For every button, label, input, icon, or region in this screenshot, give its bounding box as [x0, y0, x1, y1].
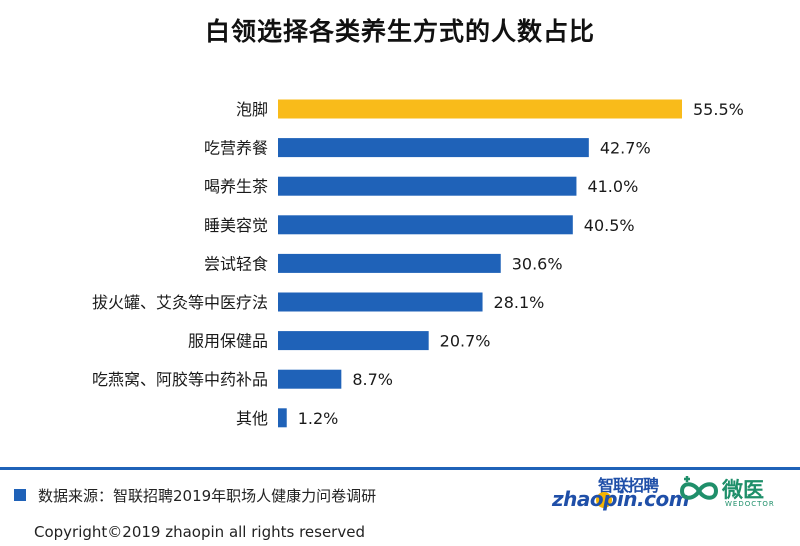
bar	[278, 176, 577, 196]
value-label: 1.2%	[298, 409, 339, 428]
bar	[278, 408, 287, 428]
value-label: 42.7%	[600, 139, 651, 158]
category-label: 拔火罐、艾灸等中医疗法	[92, 293, 268, 312]
source-text: 数据来源：智联招聘2019年职场人健康力问卷调研	[38, 486, 377, 505]
category-label: 其他	[236, 409, 268, 428]
zhaopin-logo-icon: 智联招聘 zhaopin.com	[552, 470, 690, 514]
value-label: 41.0%	[587, 177, 638, 196]
copyright-text: Copyright©2019 zhaopin all rights reserv…	[34, 523, 365, 541]
category-label: 泡脚	[236, 100, 268, 119]
source-square-icon	[14, 489, 26, 501]
value-label: 55.5%	[693, 100, 744, 119]
category-label: 吃燕窝、阿胶等中药补品	[92, 370, 268, 389]
value-label: 28.1%	[494, 293, 545, 312]
wedoctor-logo-cn: 微医	[722, 478, 764, 502]
bar	[278, 331, 429, 351]
wedoctor-logo-icon: 微医 WEDOCTOR	[678, 472, 790, 512]
footer-divider	[0, 467, 800, 470]
bar	[278, 215, 573, 235]
bar-chart: 泡脚 55.5% 吃营养餐 42.7% 喝养生茶 41.0% 睡美容觉 40.5% 尝试轻食 30…	[92, 99, 744, 428]
category-label: 喝养生茶	[204, 177, 268, 196]
chart-title: 白领选择各类养生方式的人数占比	[204, 17, 595, 46]
category-label: 睡美容觉	[204, 216, 268, 235]
value-label: 40.5%	[584, 216, 635, 235]
bar	[278, 369, 342, 389]
zhaopin-logo-en: zhaopin.com	[552, 487, 690, 511]
zhaopin-logo-cn: 智联招聘	[598, 476, 659, 495]
bar	[278, 99, 682, 119]
value-label: 20.7%	[440, 332, 491, 351]
bar	[278, 253, 501, 273]
source-note: 数据来源：智联招聘2019年职场人健康力问卷调研	[14, 482, 376, 508]
category-label: 服用保健品	[188, 332, 268, 351]
category-label: 吃营养餐	[204, 139, 268, 158]
wedoctor-logo-en: WEDOCTOR	[725, 500, 775, 508]
value-label: 30.6%	[512, 254, 563, 273]
value-label: 8.7%	[352, 370, 393, 389]
category-label: 尝试轻食	[204, 254, 268, 273]
bar	[278, 292, 483, 312]
zhaopin-logo-dot	[596, 492, 612, 508]
bar	[278, 138, 589, 158]
wedoctor-infinity-icon	[679, 476, 719, 500]
